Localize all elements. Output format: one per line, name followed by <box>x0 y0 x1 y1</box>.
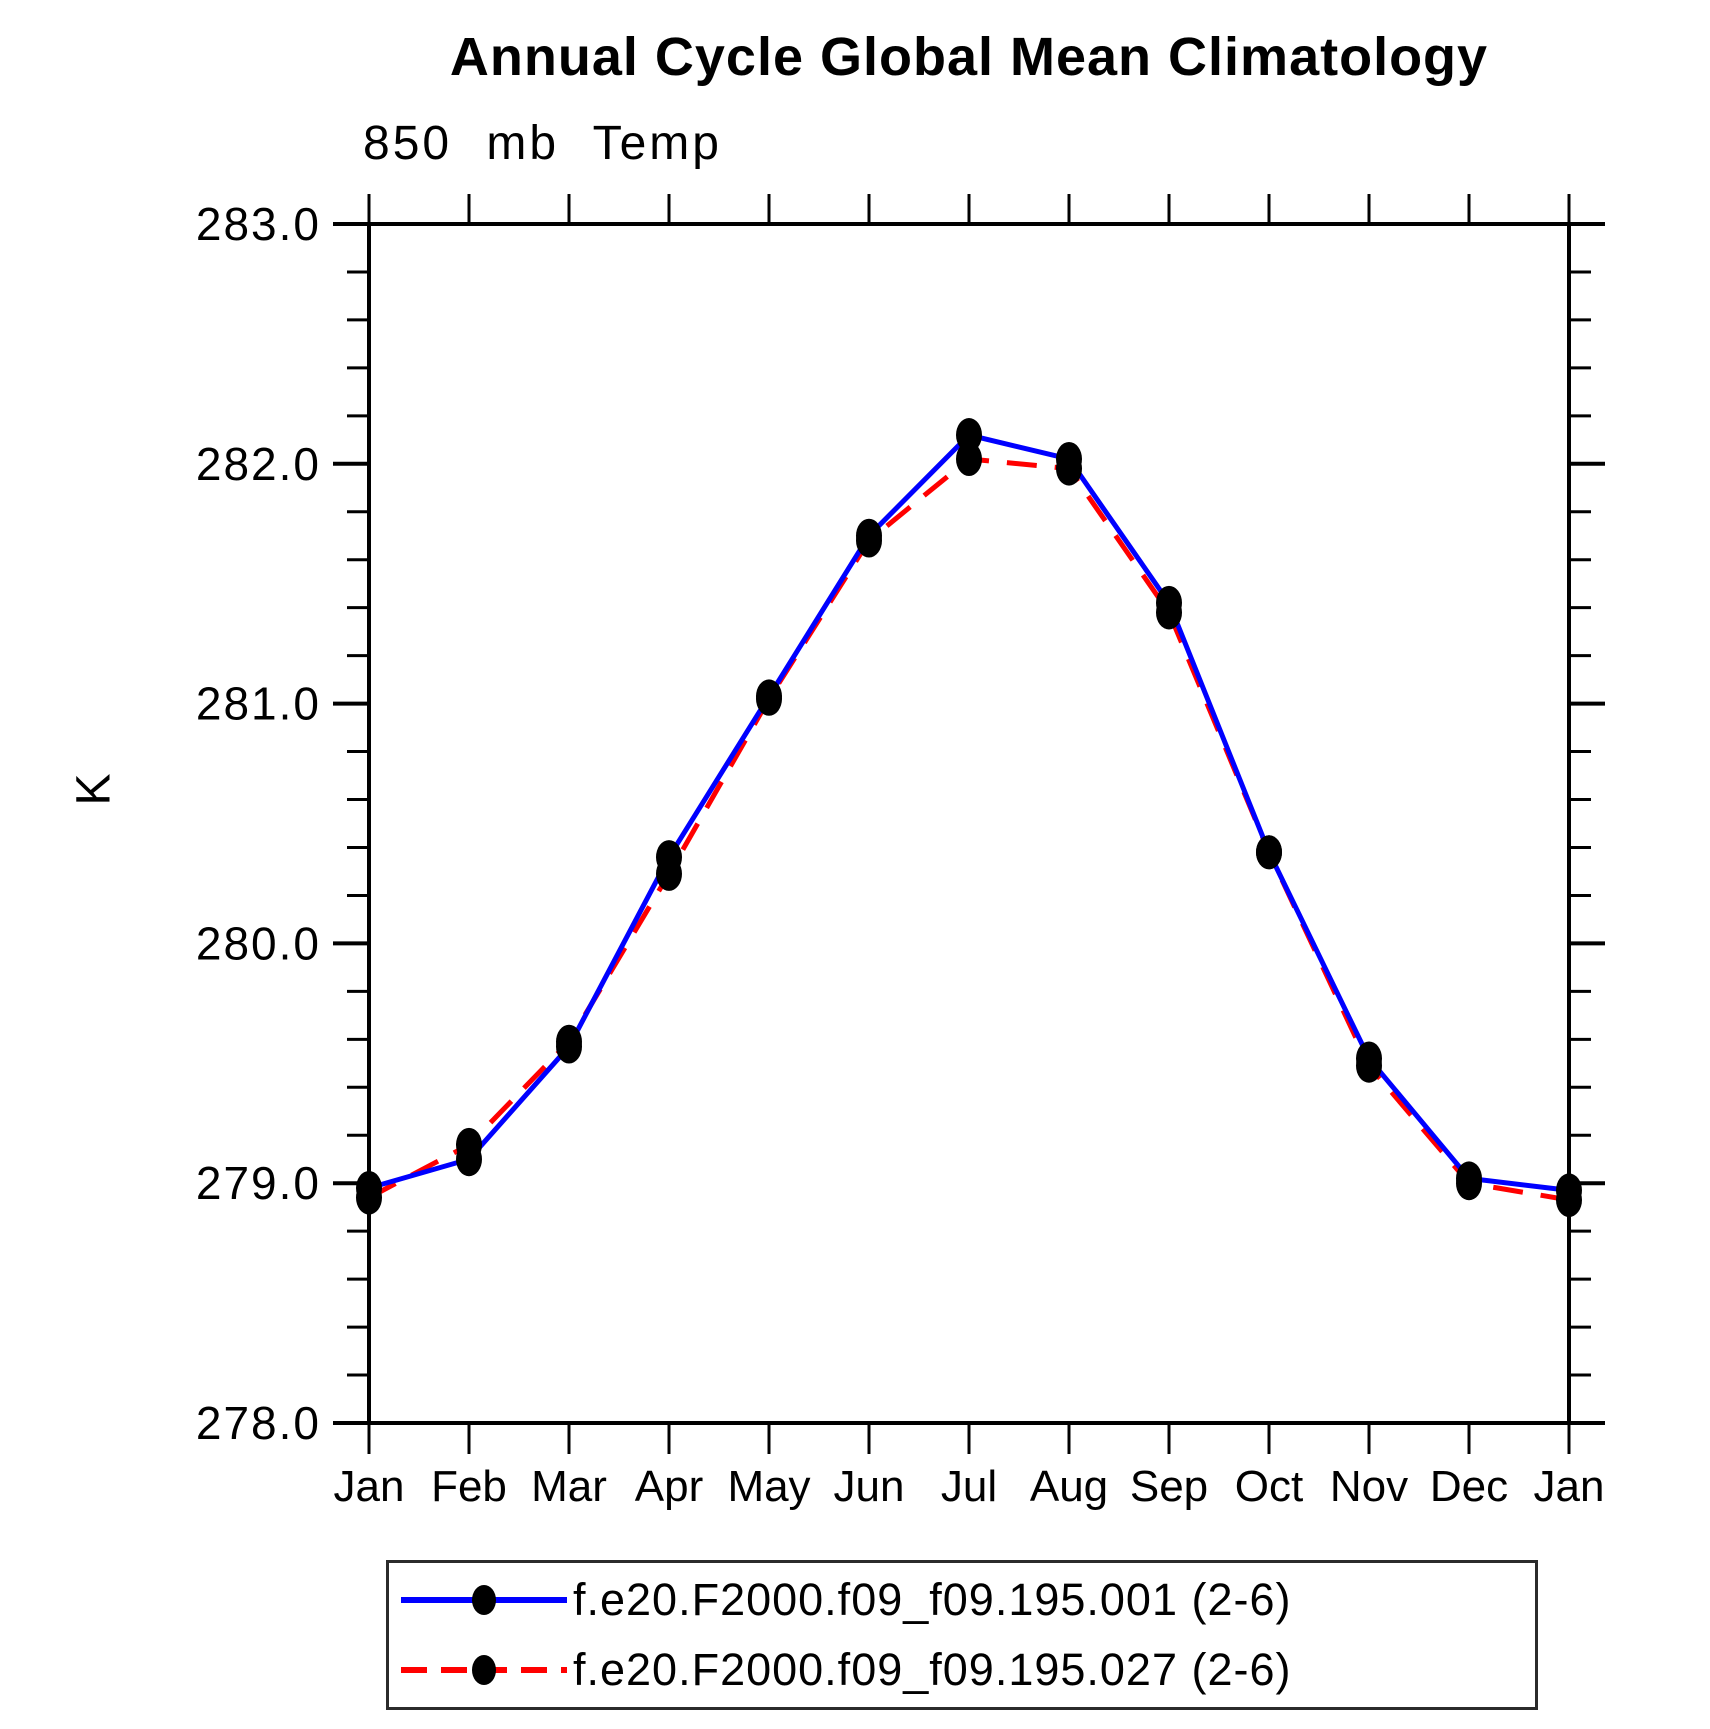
data-point-marker <box>1056 451 1082 486</box>
series-2-line <box>367 456 1570 1203</box>
x-month-label: Jan <box>1534 1462 1605 1511</box>
data-point-marker <box>756 681 782 716</box>
data-point-marker <box>556 1024 582 1059</box>
x-month-label: Oct <box>1235 1462 1303 1511</box>
chart-subtitle: 850 mb Temp <box>363 117 722 170</box>
data-point-marker <box>1356 1048 1382 1083</box>
data-point-marker <box>856 523 882 558</box>
data-point-marker <box>356 1180 382 1215</box>
y-tick-label: 282.0 <box>196 438 321 490</box>
x-month-label: Aug <box>1030 1462 1108 1511</box>
legend-dot-icon <box>472 1654 496 1685</box>
data-point-marker <box>456 1127 482 1162</box>
legend-dot-icon <box>472 1585 496 1616</box>
y-tick-label: 281.0 <box>196 678 321 730</box>
dashed-line-swatch <box>401 1654 567 1685</box>
data-point-marker <box>656 856 682 891</box>
x-month-label: Mar <box>531 1462 607 1511</box>
x-month-label: Nov <box>1330 1462 1408 1511</box>
x-month-label: Feb <box>431 1462 507 1511</box>
legend-row: f.e20.F2000.f09_f09.195.027 (2-6) <box>395 1638 1535 1702</box>
legend-row: f.e20.F2000.f09_f09.195.001 (2-6) <box>395 1568 1535 1632</box>
data-point-marker <box>1156 595 1182 630</box>
chart-title: Annual Cycle Global Mean Climatology <box>449 27 1489 87</box>
data-point-marker <box>1456 1166 1482 1201</box>
x-month-label: Jul <box>941 1462 997 1511</box>
legend-box: f.e20.F2000.f09_f09.195.001 (2-6) f.e20.… <box>386 1560 1538 1710</box>
x-month-label: Jun <box>834 1462 905 1511</box>
x-month-label: Apr <box>635 1462 703 1511</box>
solid-line-swatch <box>401 1585 567 1616</box>
x-month-label: Jan <box>334 1462 405 1511</box>
y-tick-label: 278.0 <box>196 1397 321 1449</box>
series-1-line <box>368 432 1570 1193</box>
x-month-label: Dec <box>1430 1462 1508 1511</box>
y-tick-label: 280.0 <box>196 917 321 969</box>
x-month-label: Sep <box>1130 1462 1208 1511</box>
data-point-marker <box>1556 1182 1582 1217</box>
data-point-marker <box>1256 835 1282 870</box>
y-tick-label: 279.0 <box>196 1157 321 1209</box>
legend-label: f.e20.F2000.f09_f09.195.001 (2-6) <box>573 1574 1292 1626</box>
y-tick-label: 283.0 <box>196 198 321 250</box>
legend-label: f.e20.F2000.f09_f09.195.027 (2-6) <box>573 1643 1292 1695</box>
data-point-marker <box>956 442 982 477</box>
data-point-marker <box>956 418 982 453</box>
x-month-label: May <box>727 1462 810 1511</box>
